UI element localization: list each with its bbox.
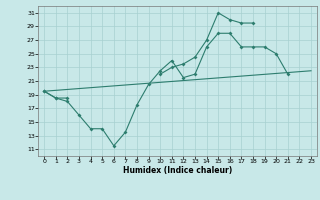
X-axis label: Humidex (Indice chaleur): Humidex (Indice chaleur) <box>123 166 232 175</box>
